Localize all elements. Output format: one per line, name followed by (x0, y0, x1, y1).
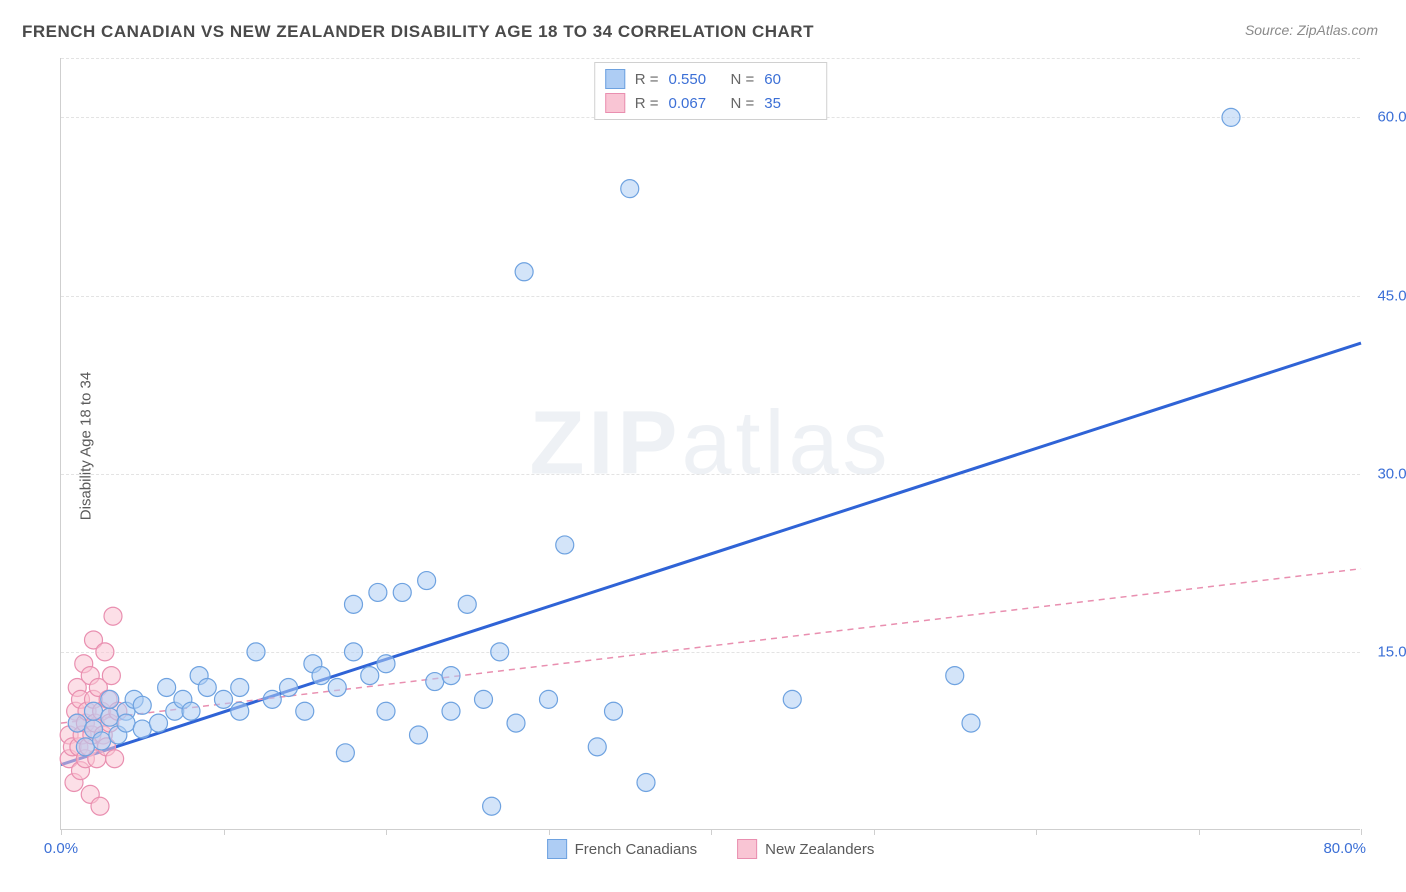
data-point (361, 667, 379, 685)
data-point (507, 714, 525, 732)
data-point (158, 678, 176, 696)
data-point (637, 773, 655, 791)
data-point (231, 702, 249, 720)
data-point (68, 714, 86, 732)
data-point (117, 714, 135, 732)
data-point (1222, 108, 1240, 126)
y-tick-label: 15.0% (1377, 643, 1406, 660)
data-point (377, 702, 395, 720)
series-legend-item: French Canadians (547, 839, 698, 859)
data-point (483, 797, 501, 815)
data-point (442, 702, 460, 720)
y-tick-label: 30.0% (1377, 465, 1406, 482)
x-tick (1361, 829, 1362, 835)
data-point (102, 667, 120, 685)
data-point (85, 702, 103, 720)
data-point (133, 720, 151, 738)
data-point (76, 738, 94, 756)
x-tick (549, 829, 550, 835)
x-tick (61, 829, 62, 835)
data-point (280, 678, 298, 696)
data-point (369, 583, 387, 601)
data-point (621, 180, 639, 198)
data-point (215, 690, 233, 708)
data-point (96, 643, 114, 661)
plot-area: ZIPatlas 0.0% 80.0% 15.0%30.0%45.0%60.0%… (60, 58, 1360, 830)
data-point (296, 702, 314, 720)
x-tick (1199, 829, 1200, 835)
data-point (410, 726, 428, 744)
data-point (133, 696, 151, 714)
series-legend: French Canadians New Zealanders (547, 839, 875, 859)
series-legend-label: French Canadians (575, 841, 698, 858)
data-point (345, 595, 363, 613)
x-tick (711, 829, 712, 835)
data-point (93, 732, 111, 750)
legend-swatch (547, 839, 567, 859)
data-point (328, 678, 346, 696)
data-point (345, 643, 363, 661)
data-point (418, 572, 436, 590)
data-point (231, 678, 249, 696)
data-point (475, 690, 493, 708)
x-axis-min-label: 0.0% (44, 840, 78, 857)
data-point (588, 738, 606, 756)
legend-swatch (737, 839, 757, 859)
x-tick (224, 829, 225, 835)
data-point (106, 750, 124, 768)
data-point (962, 714, 980, 732)
data-point (442, 667, 460, 685)
x-axis-max-label: 80.0% (1323, 840, 1366, 857)
scatter-svg (61, 58, 1360, 829)
data-point (946, 667, 964, 685)
x-tick (386, 829, 387, 835)
data-point (426, 673, 444, 691)
data-point (556, 536, 574, 554)
data-point (91, 797, 109, 815)
data-point (312, 667, 330, 685)
trend-line (61, 343, 1361, 765)
data-point (491, 643, 509, 661)
x-tick (1036, 829, 1037, 835)
data-point (247, 643, 265, 661)
chart-title: FRENCH CANADIAN VS NEW ZEALANDER DISABIL… (22, 22, 814, 42)
data-point (101, 690, 119, 708)
data-point (458, 595, 476, 613)
series-legend-item: New Zealanders (737, 839, 874, 859)
data-point (605, 702, 623, 720)
source-label: Source: ZipAtlas.com (1245, 22, 1378, 38)
data-point (104, 607, 122, 625)
data-point (377, 655, 395, 673)
data-point (198, 678, 216, 696)
data-point (263, 690, 281, 708)
data-point (540, 690, 558, 708)
data-point (393, 583, 411, 601)
data-point (336, 744, 354, 762)
data-point (182, 702, 200, 720)
data-point (515, 263, 533, 281)
series-legend-label: New Zealanders (765, 841, 874, 858)
data-point (101, 708, 119, 726)
x-tick (874, 829, 875, 835)
y-tick-label: 60.0% (1377, 109, 1406, 126)
y-tick-label: 45.0% (1377, 287, 1406, 304)
data-point (783, 690, 801, 708)
data-point (150, 714, 168, 732)
